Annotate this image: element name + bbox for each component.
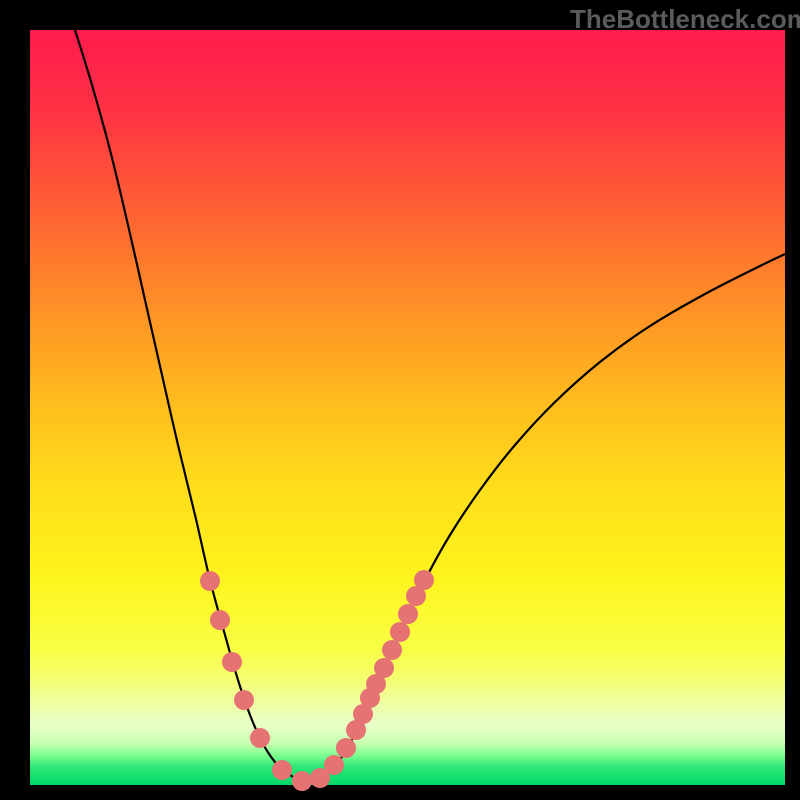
data-marker (414, 570, 434, 590)
data-marker (390, 622, 410, 642)
data-marker (222, 652, 242, 672)
data-marker (210, 610, 230, 630)
chart-container: TheBottleneck.com (0, 0, 800, 800)
data-marker (374, 658, 394, 678)
data-marker (336, 738, 356, 758)
data-marker (200, 571, 220, 591)
watermark-text: TheBottleneck.com (570, 4, 800, 35)
data-marker (324, 755, 344, 775)
data-marker (382, 640, 402, 660)
data-marker (398, 604, 418, 624)
data-marker (272, 760, 292, 780)
curve-layer (0, 0, 800, 800)
data-marker (234, 690, 254, 710)
data-marker (292, 771, 312, 791)
bottleneck-curve (75, 30, 785, 782)
data-marker (250, 728, 270, 748)
